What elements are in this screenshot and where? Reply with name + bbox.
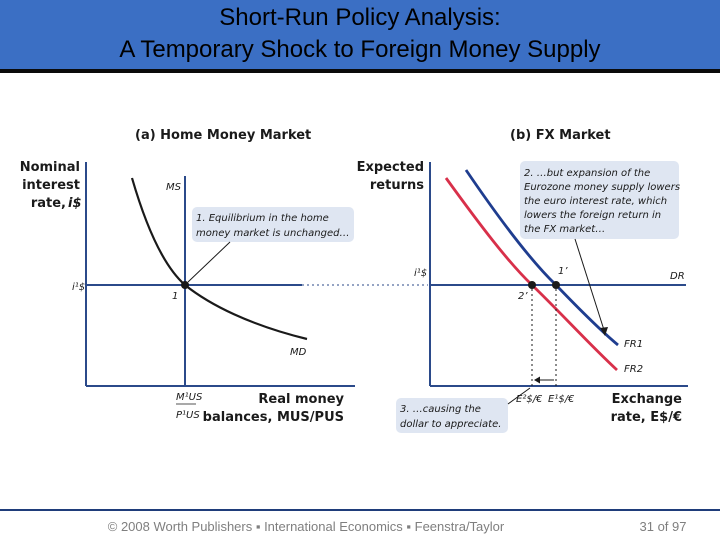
panel-a-xaxis-line2: balances, MUS/PUS [203,410,344,425]
callout-1-line1: 1. Equilibrium in the home [196,213,329,224]
e2-tick: E²$/€ [516,394,543,405]
panel-b-yaxis-line2: returns [370,178,424,193]
callout-1-line2: money market is unchanged… [196,228,349,239]
equilibrium-point-2-prime [528,281,536,289]
panel-a-yaxis-line1: Nominal [20,160,80,175]
callout-2-pointer-head [600,327,608,336]
md-curve [130,177,308,341]
appreciation-arrowhead [534,376,540,384]
page-number: 31 of 97 [639,519,687,534]
title-bar [0,0,720,69]
callout-2-line5: the FX market… [524,224,605,235]
md-label: MD [290,347,307,358]
point-1-prime-label: 1’ [558,266,568,277]
panel-a-xaxis-line1: Real money [258,392,344,407]
callout-2-line3: the euro interest rate, which [524,196,667,207]
footer-credits: © 2008 Worth Publishers ▪ International … [107,519,505,534]
panel-a-rate-tick: i¹$ [72,282,85,293]
panel-a-yaxis-symbol: i$ [68,196,82,211]
callout-2-line1: 2. …but expansion of the [524,168,650,179]
fr2-label: FR2 [624,364,643,375]
equilibrium-point-1 [181,281,189,289]
equilibrium-point-1-prime [552,281,560,289]
footer-divider [0,509,720,511]
panel-b-xaxis-line1: Exchange [612,392,683,407]
callout-2 [520,161,679,239]
callout-3-pointer [507,387,531,405]
panel-b-heading: (b) FX Market [510,128,611,143]
slide-title-line-1: Short-Run Policy Analysis: [219,4,501,31]
callout-1-pointer [187,241,231,283]
panel-b-rate-tick: i¹$ [414,268,427,279]
panel-a-heading: (a) Home Money Market [135,128,311,143]
panel-b-yaxis-line1: Expected [357,160,424,175]
money-tick-numerator: M¹US [176,392,203,403]
point-1-label: 1 [172,291,178,302]
callout-2-pointer [574,238,605,331]
callout-3-line1: 3. …causing the [400,404,481,415]
panel-a-yaxis-line3: rate, [31,196,66,211]
ms-label: MS [166,182,182,193]
point-2-prime-label: 2’ [518,291,528,302]
fr1-label: FR1 [624,339,643,350]
callout-2-line4: lowers the foreign return in [524,210,661,221]
fr1-curve [464,169,619,347]
dr-label: DR [670,271,685,282]
panel-a-yaxis-line2: interest [22,178,80,193]
callout-1 [192,207,354,242]
slide-title-line-2: A Temporary Shock to Foreign Money Suppl… [119,36,601,63]
callout-3-line2: dollar to appreciate. [400,419,501,430]
e1-tick: E¹$/€ [548,394,575,405]
money-tick-denominator: P¹US [176,410,200,421]
callout-3 [396,398,508,433]
panel-b-xaxis-line2: rate, E$/€ [611,410,682,425]
callout-2-line2: Eurozone money supply lowers [524,182,680,193]
title-divider [0,69,720,73]
